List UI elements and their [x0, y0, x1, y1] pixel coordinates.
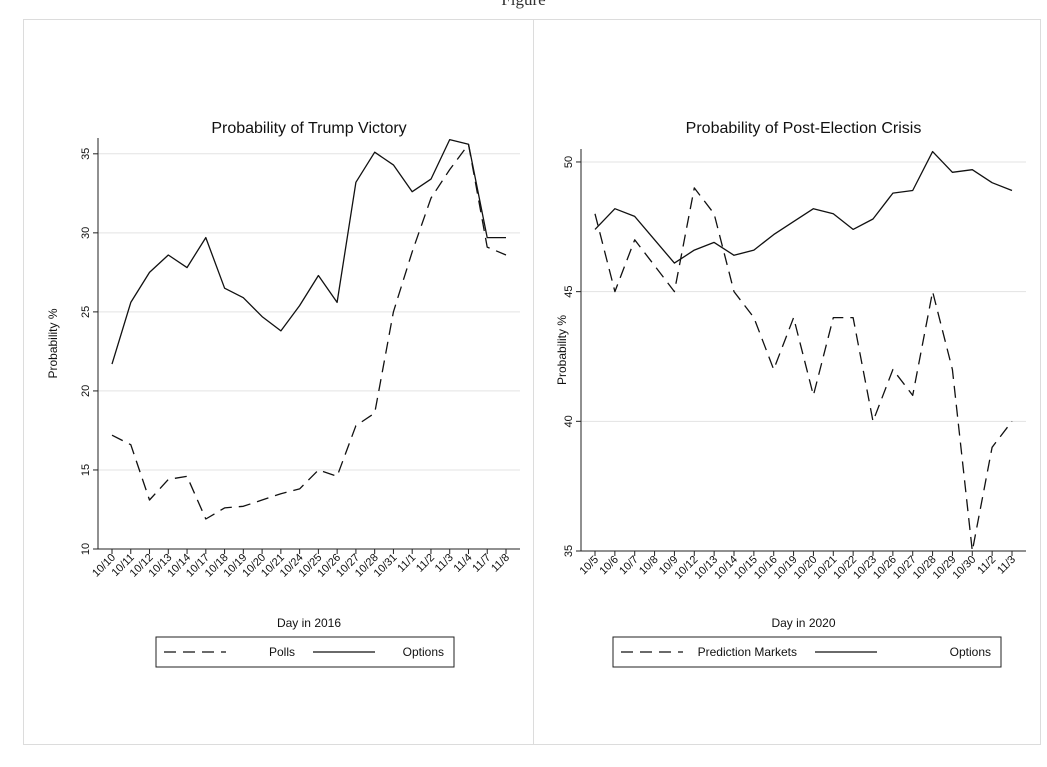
chart-svg-trump-victory: 10152025303510/1010/1110/1210/1310/1410/…: [46, 120, 520, 668]
data-point-prediction-markets: [653, 264, 656, 267]
series-line-options: [111, 138, 506, 365]
x-tick-label: 10/5: [577, 554, 601, 578]
y-tick-label: 40: [563, 415, 575, 427]
legend-label-options: Options: [403, 645, 444, 659]
series-line-options: [594, 150, 1013, 264]
x-tick-label: 11/2: [414, 552, 437, 575]
legend-label-options: Options: [950, 645, 991, 659]
x-tick-label: 10/7: [617, 554, 641, 578]
legend-label-polls: Polls: [269, 645, 295, 659]
data-point-prediction-markets: [772, 368, 775, 371]
y-tick-label: 35: [563, 545, 575, 557]
legend-box: [612, 636, 1002, 668]
x-axis-label: Day in 2016: [277, 616, 341, 630]
y-tick-label: 15: [80, 464, 92, 476]
series-line-prediction-markets: [594, 187, 1013, 552]
figure-caption: Figure: [0, 0, 1047, 10]
y-tick-label: 20: [80, 385, 92, 397]
figure-caption-strip: Figure: [0, 0, 1047, 14]
chart-title: Probability of Post-Election Crisis: [686, 120, 922, 137]
y-tick-label: 10: [80, 543, 92, 555]
x-tick-label: 10/30: [950, 554, 978, 582]
legend-label-prediction-markets: Prediction Markets: [698, 645, 797, 659]
data-point-polls: [373, 411, 376, 414]
chart-panel-trump-victory: 10 15 20 25 30 35 10/10 10/11 10/12 10/13 10/14 10/…: [23, 19, 535, 745]
x-tick-label: 10/8: [637, 554, 661, 578]
data-point-polls: [336, 475, 339, 478]
data-point-prediction-markets: [752, 316, 755, 319]
data-point-prediction-markets: [812, 394, 815, 397]
data-point-prediction-markets: [713, 212, 716, 215]
x-axis-label: Day in 2020: [771, 616, 835, 630]
x-tick-label: 11/4: [452, 552, 475, 575]
x-tick-label: 11/3: [995, 554, 1018, 577]
y-axis-label: Probability %: [555, 315, 569, 385]
x-tick-label: 11/3: [433, 552, 456, 575]
y-tick-label: 45: [563, 286, 575, 298]
y-tick-label: 35: [80, 148, 92, 160]
x-tick-label: 11/7: [470, 552, 493, 575]
x-tick-label: 11/1: [395, 552, 418, 575]
chart-svg-post-election-crisis: 3540455010/510/610/710/810/910/1210/1310…: [555, 120, 1026, 668]
series-line-polls: [111, 143, 507, 520]
y-axis-label: Probability %: [46, 308, 60, 378]
x-tick-label: 10/6: [597, 554, 621, 578]
y-tick-label: 50: [563, 156, 575, 168]
chart-title: Probability of Trump Victory: [211, 120, 406, 137]
y-tick-label: 25: [80, 306, 92, 318]
x-tick-label: 11/8: [489, 552, 512, 575]
x-tick-label: 11/2: [975, 554, 998, 577]
y-tick-label: 30: [80, 227, 92, 239]
chart-panel-post-election-crisis: 35 40 45 50 10/5 10/6 10/7 10/8 10/9 10/12 10/13 10…: [533, 19, 1041, 745]
